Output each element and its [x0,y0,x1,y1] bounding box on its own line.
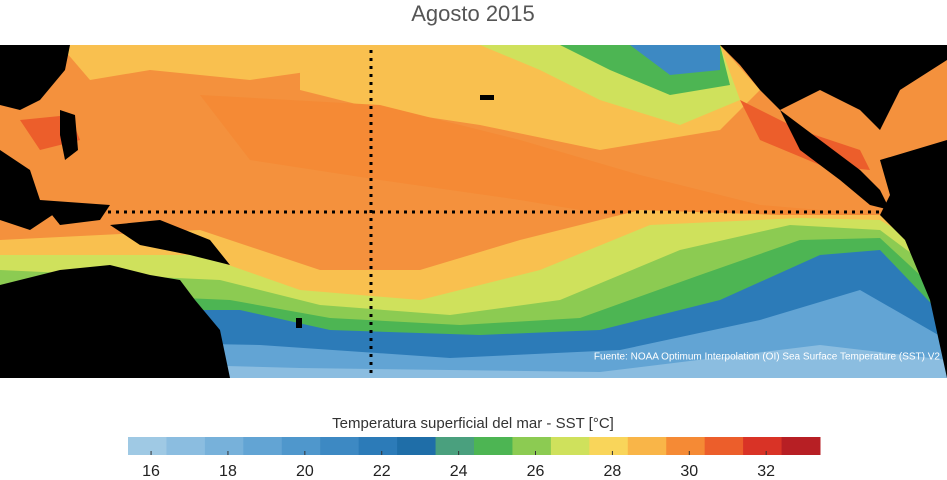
colorbar-tick-label: 24 [450,463,468,480]
colorbar-segment [435,437,475,455]
colorbar-segment [320,437,360,455]
sst-map [0,45,947,378]
colorbar-segment [781,437,821,455]
colorbar-segment [128,437,167,455]
colorbar-segment [474,437,513,455]
source: Fuente: NOAA Optimum Interpolation (OI) … [594,352,941,363]
colorbar-segment [666,437,706,455]
colorbar-segment [243,437,283,455]
colorbar-tick-label: 18 [219,463,237,480]
colorbar-segment [397,437,437,455]
colorbar-segment [704,437,744,455]
colorbar-segment [358,437,398,455]
colorbar-tick-label: 16 [142,463,160,480]
colorbar-tick-label: 28 [604,463,622,480]
title: Agosto 2015 [411,1,535,26]
colorbar-label: Temperatura superficial del mar - SST [°… [332,415,614,432]
colorbar-tick-label: 32 [757,463,775,480]
colorbar-tick-label: 26 [527,463,545,480]
colorbar-segment [281,437,321,455]
colorbar-segment [589,437,629,455]
colorbar-segment [550,437,590,455]
colorbar-segment [512,437,552,455]
colorbar-tick-label: 20 [296,463,314,480]
colorbar-segment [743,437,783,455]
colorbar-segment [627,437,667,455]
colorbar-tick-label: 30 [680,463,698,480]
colorbar: 16 18 20 22 24 26 28 30 32 [128,437,821,480]
colorbar-segment [204,437,244,455]
colorbar-tick-label: 22 [373,463,391,480]
colorbar-segment [166,437,206,455]
